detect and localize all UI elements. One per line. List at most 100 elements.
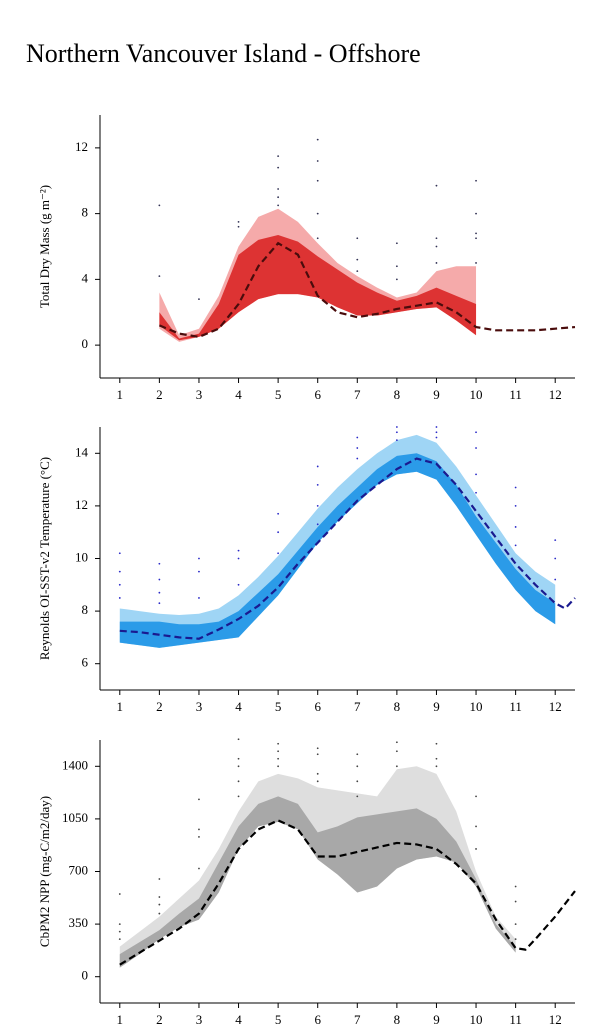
data-point	[475, 232, 477, 235]
data-point	[356, 447, 359, 449]
data-point	[435, 436, 438, 439]
data-point	[356, 795, 359, 798]
y-tick-label: 0	[82, 336, 89, 351]
x-tick-label: 1	[117, 699, 124, 714]
data-point	[277, 155, 280, 157]
band	[159, 234, 477, 341]
data-point	[277, 757, 280, 760]
x-tick-label: 8	[394, 699, 401, 714]
data-point	[198, 597, 200, 599]
data-point	[316, 483, 319, 486]
data-point	[198, 570, 200, 573]
data-point	[237, 738, 240, 741]
data-point	[475, 848, 477, 850]
data-point	[277, 204, 280, 207]
data-point	[237, 225, 240, 228]
data-point	[118, 938, 121, 941]
band	[119, 796, 516, 968]
data-point	[158, 204, 161, 207]
data-point	[435, 245, 438, 248]
x-tick-label: 9	[433, 387, 440, 402]
y-tick-label: 4	[82, 270, 89, 285]
data-point	[118, 893, 121, 895]
data-point	[198, 828, 200, 831]
x-tick-label: 9	[433, 1012, 440, 1027]
data-point	[118, 597, 121, 599]
data-point	[435, 757, 438, 760]
data-point	[316, 237, 319, 240]
y-tick-label: 12	[75, 139, 88, 154]
x-tick-label: 11	[509, 387, 522, 402]
x-tick-label: 8	[394, 387, 401, 402]
x-tick-label: 4	[235, 699, 242, 714]
data-point	[237, 549, 240, 552]
data-point	[277, 552, 280, 555]
data-point	[316, 780, 319, 783]
y-axis-label: Reynolds OI-SST-v2 Temperature (°C)	[37, 457, 52, 660]
x-tick-label: 7	[354, 1012, 361, 1027]
x-tick-label: 6	[314, 699, 321, 714]
data-point	[514, 544, 517, 547]
median-line	[119, 819, 576, 966]
data-point	[158, 562, 161, 565]
data-point	[356, 765, 359, 768]
data-point	[237, 583, 240, 586]
data-point	[435, 426, 438, 428]
data-point	[356, 780, 359, 783]
data-point	[158, 896, 161, 898]
data-point	[316, 212, 319, 215]
data-point	[475, 825, 477, 828]
data-point	[514, 900, 517, 903]
y-tick-label: 12	[75, 497, 88, 512]
x-tick-label: 10	[470, 1012, 483, 1027]
data-point	[356, 436, 359, 439]
x-tick-label: 5	[275, 1012, 282, 1027]
data-point	[395, 439, 398, 442]
data-point	[198, 867, 200, 870]
data-point	[316, 772, 319, 775]
data-point	[316, 138, 319, 141]
data-point	[118, 570, 121, 573]
data-point	[158, 912, 161, 915]
band	[119, 453, 556, 648]
x-tick-label: 1	[117, 387, 124, 402]
data-point	[277, 531, 280, 534]
data-point	[316, 465, 319, 468]
x-tick-label: 5	[275, 387, 282, 402]
data-point	[277, 742, 280, 745]
data-point	[475, 262, 477, 264]
data-point	[435, 184, 438, 187]
data-point	[435, 237, 438, 240]
data-point	[118, 583, 121, 586]
data-point	[158, 275, 161, 277]
data-point	[395, 426, 398, 428]
data-point	[395, 750, 398, 753]
data-point	[514, 526, 517, 528]
data-point	[158, 602, 161, 605]
data-point	[237, 765, 240, 768]
x-tick-label: 12	[549, 387, 562, 402]
data-point	[356, 258, 359, 261]
data-point	[395, 431, 398, 434]
x-tick-label: 7	[354, 699, 361, 714]
x-tick-label: 6	[314, 1012, 321, 1027]
data-point	[435, 765, 438, 768]
data-point	[316, 179, 319, 182]
data-point	[475, 795, 477, 798]
data-point	[198, 798, 200, 801]
median-line	[119, 457, 576, 640]
data-point	[356, 753, 359, 756]
data-point	[118, 552, 121, 555]
data-point	[198, 557, 200, 560]
data-point	[316, 505, 319, 507]
figure-title: Northern Vancouver Island - Offshore	[26, 39, 421, 68]
data-point	[395, 242, 398, 245]
data-point	[514, 505, 517, 507]
x-tick-label: 10	[470, 387, 483, 402]
data-point	[395, 741, 398, 744]
data-point	[277, 166, 280, 169]
x-tick-label: 2	[156, 387, 163, 402]
x-tick-label: 4	[235, 1012, 242, 1027]
x-tick-label: 3	[196, 1012, 203, 1027]
